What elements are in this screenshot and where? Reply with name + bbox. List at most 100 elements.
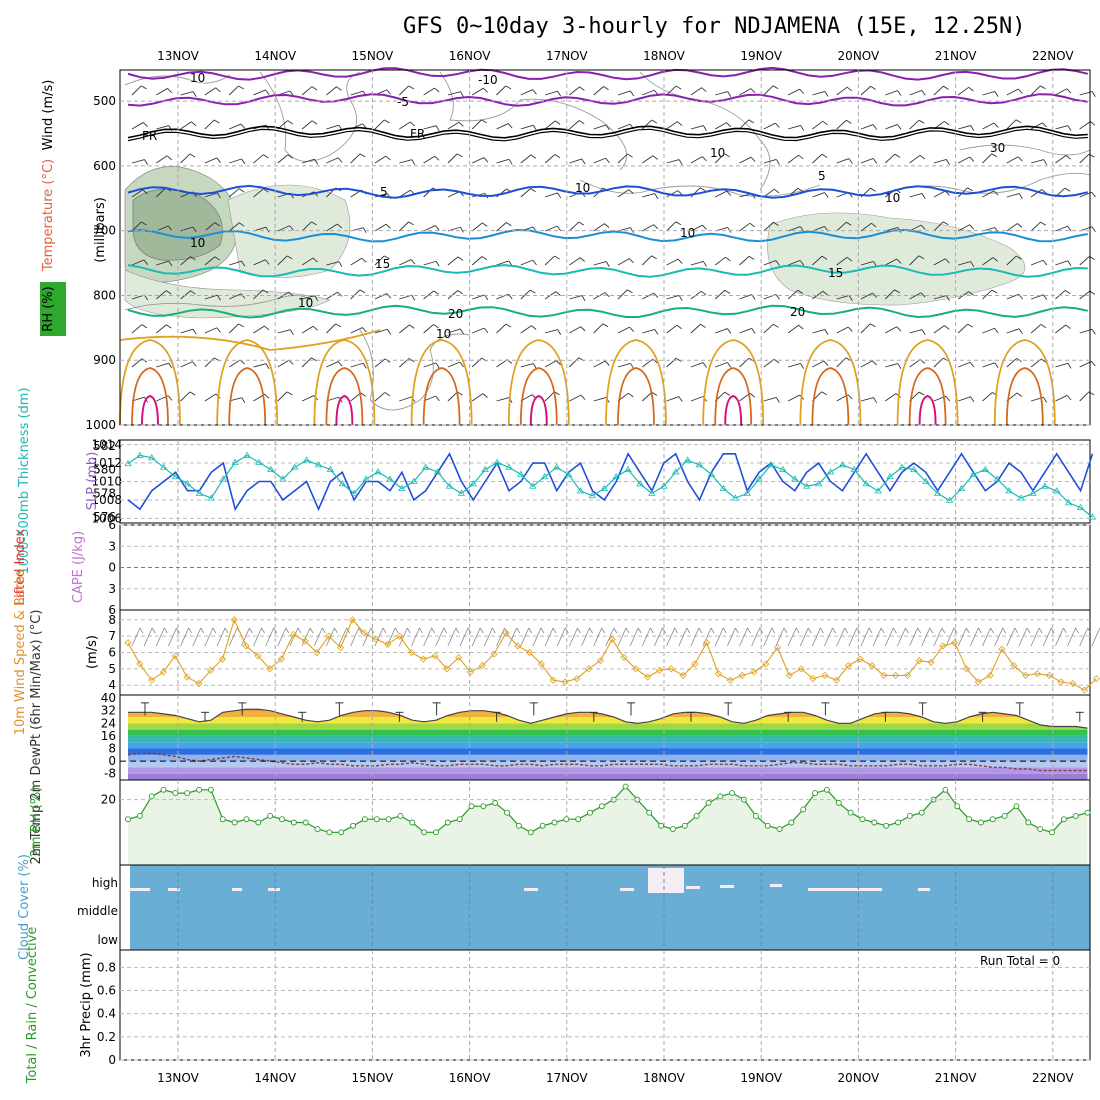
wind-barb (544, 120, 556, 130)
wind-barb (141, 324, 148, 329)
wind-barb (191, 121, 197, 127)
wind-barb (677, 258, 683, 264)
rh-point (1072, 813, 1079, 819)
wind-barb (846, 86, 853, 92)
wind-barb (967, 323, 974, 328)
surface-wind-barb (933, 627, 943, 647)
warm-contour (896, 339, 959, 426)
wind-barb (739, 88, 752, 96)
rh-point (184, 790, 191, 797)
rh-point (326, 829, 333, 836)
wind-barb (982, 289, 993, 300)
wind-barb (180, 391, 191, 402)
wind-barb (131, 358, 143, 368)
wind-barb (1041, 189, 1047, 194)
wind-barb (180, 121, 192, 130)
wind-speed-point (1045, 671, 1053, 679)
wind-barb (447, 91, 461, 96)
wind-barb (482, 222, 488, 227)
wind-barb (337, 223, 343, 229)
rh-point (172, 790, 179, 797)
surface-wind-barb (338, 627, 347, 647)
wind-barb (457, 391, 463, 396)
hot-contour (335, 394, 354, 426)
wind-barb (642, 358, 653, 368)
wind-speed-point (419, 655, 427, 663)
surface-wind-barb (941, 627, 946, 634)
warm-contour (908, 367, 947, 426)
rh-point (1001, 813, 1008, 819)
wind-barb (434, 87, 440, 93)
wind-barb (214, 222, 221, 227)
surface-wind-barb (860, 627, 870, 647)
rh-tick-label: 20 (101, 793, 116, 807)
surface-wind-barb (180, 627, 189, 647)
wind-barb (701, 156, 707, 162)
wind-barb (812, 192, 825, 198)
wind-barb (666, 357, 677, 368)
wind-barb (398, 221, 409, 232)
thickness-point (195, 489, 204, 496)
thickness-tick-label: 578 (93, 486, 116, 500)
cloud-axis-title: Cloud Cover (%) (17, 854, 32, 960)
wind-barb (312, 257, 318, 263)
rh-point (764, 822, 771, 829)
thickness-tick-label: 580 (93, 463, 116, 477)
rh-point (563, 816, 570, 823)
wind-barb (423, 362, 437, 368)
wind-speed-point (384, 640, 392, 648)
surface-wind-barb (884, 627, 894, 647)
surface-wind-barb (455, 627, 460, 634)
rh-contour (579, 179, 821, 197)
wind-barb (787, 363, 801, 368)
rh-contour-label: 10 (710, 146, 725, 160)
slp-tick-label: 1010 (91, 475, 122, 489)
wind-barb (423, 260, 437, 266)
wind-barb (727, 227, 732, 233)
rh-line (127, 785, 1088, 833)
thickness-point (969, 470, 978, 477)
wind-speed-point (1069, 679, 1077, 688)
surface-wind-barb (1055, 627, 1064, 647)
thickness-point (957, 484, 966, 492)
wind-barb (836, 357, 847, 368)
surface-wind-barb (139, 627, 144, 634)
wind-barb (238, 323, 244, 328)
rh-point (1025, 819, 1032, 826)
wind-barb (812, 120, 824, 130)
rh-contour (959, 144, 1091, 156)
surface-wind-barb (617, 627, 627, 647)
wind-barb (847, 326, 853, 332)
wind-speed-point (277, 655, 286, 663)
wind-speed-point (525, 648, 534, 657)
wind-barb (1030, 324, 1042, 334)
wind-barb (204, 357, 215, 368)
rh-point (385, 816, 392, 823)
wind-barb (860, 360, 873, 368)
wind-barb (642, 89, 655, 96)
rh-point (622, 783, 629, 790)
temp-line (128, 708, 1088, 729)
bottom-date-label: 20NOV (838, 1071, 880, 1085)
thickness-point (1005, 487, 1013, 494)
surface-wind-barb (1026, 627, 1031, 634)
wind-speed-point (549, 676, 557, 684)
wind-speed-point (254, 652, 262, 660)
warm-contour (799, 339, 862, 426)
rh-legend-box (40, 282, 66, 336)
wind-barb (180, 226, 194, 232)
surface-wind-barb (423, 627, 432, 647)
wind-barb (505, 323, 512, 328)
thickness-point (398, 484, 406, 492)
wind-barb (933, 159, 947, 164)
wind-barb (301, 357, 312, 368)
wind-speed-point (974, 678, 982, 686)
wind-barb (715, 328, 728, 334)
surface-wind-barb (783, 627, 788, 634)
wind-speed-point (490, 650, 498, 658)
wind-speed-point (998, 645, 1006, 653)
wind-barb (557, 329, 562, 335)
wind-speed-point (833, 676, 841, 684)
wind-barb (1067, 363, 1072, 369)
